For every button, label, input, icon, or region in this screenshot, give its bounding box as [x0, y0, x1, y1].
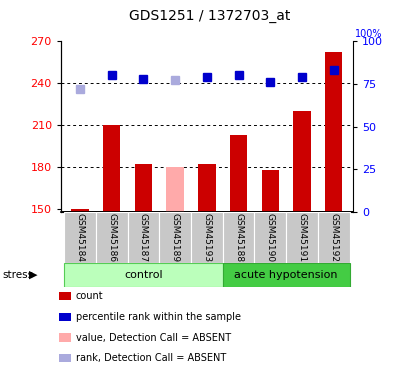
Bar	[318, 212, 349, 262]
Bar	[230, 135, 247, 212]
Bar	[166, 167, 184, 212]
Bar	[198, 164, 215, 212]
Bar	[96, 212, 128, 262]
Text: GSM45193: GSM45193	[202, 213, 211, 262]
Bar	[325, 53, 342, 212]
Bar	[64, 212, 96, 262]
Text: ▶: ▶	[29, 270, 37, 280]
Bar	[255, 212, 286, 262]
Bar	[159, 212, 191, 262]
Text: 100%: 100%	[355, 29, 382, 39]
Bar	[191, 212, 223, 262]
Text: GSM45188: GSM45188	[234, 213, 243, 262]
Text: rank, Detection Call = ABSENT: rank, Detection Call = ABSENT	[76, 353, 226, 363]
Bar	[223, 262, 349, 287]
Text: GSM45186: GSM45186	[107, 213, 116, 262]
Text: percentile rank within the sample: percentile rank within the sample	[76, 312, 241, 322]
Text: GSM45187: GSM45187	[139, 213, 148, 262]
Bar	[71, 209, 89, 212]
Bar	[135, 164, 152, 212]
Text: count: count	[76, 291, 103, 301]
Bar	[128, 212, 159, 262]
Bar	[293, 111, 311, 212]
Text: control: control	[124, 270, 163, 280]
Text: GSM45192: GSM45192	[329, 213, 338, 262]
Text: acute hypotension: acute hypotension	[234, 270, 338, 280]
Text: GSM45191: GSM45191	[297, 213, 307, 262]
Bar	[286, 212, 318, 262]
Bar	[262, 170, 279, 212]
Text: GSM45184: GSM45184	[76, 213, 84, 262]
Bar	[64, 262, 223, 287]
Text: GSM45190: GSM45190	[266, 213, 275, 262]
Text: GDS1251 / 1372703_at: GDS1251 / 1372703_at	[129, 9, 291, 23]
Text: stress: stress	[2, 270, 33, 280]
Bar	[103, 125, 121, 212]
Text: value, Detection Call = ABSENT: value, Detection Call = ABSENT	[76, 333, 231, 342]
Bar	[223, 212, 255, 262]
Text: GSM45189: GSM45189	[171, 213, 180, 262]
